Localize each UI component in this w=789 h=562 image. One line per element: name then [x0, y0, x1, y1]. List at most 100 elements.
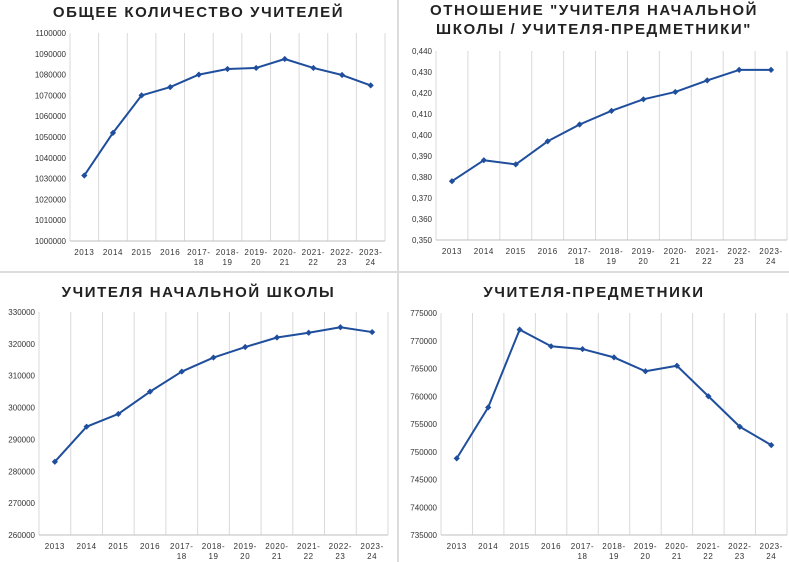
- y-tick-label: 1100000: [35, 29, 66, 38]
- data-point: [210, 354, 217, 361]
- chart-title: ОБЩЕЕ КОЛИЧЕСТВО УЧИТЕЛЕЙ: [53, 3, 344, 21]
- y-tick-label: 0,400: [412, 131, 433, 140]
- x-tick-label: 2021-22: [297, 542, 320, 561]
- data-point: [369, 328, 376, 336]
- x-tick-label: 2023-24: [359, 248, 382, 267]
- x-tick-label: 2015: [131, 248, 151, 257]
- y-tick-label: 0,370: [412, 194, 433, 203]
- y-tick-label: 0,440: [412, 47, 433, 56]
- x-tick-label: 2016: [140, 542, 160, 551]
- x-tick-label: 2021-22: [695, 247, 718, 266]
- data-point: [224, 65, 231, 73]
- y-tick-label: 735000: [410, 531, 437, 540]
- y-tick-label: 760000: [410, 392, 437, 401]
- x-tick-label: 2019-20: [634, 542, 657, 561]
- x-tick-label: 2014: [76, 542, 96, 551]
- x-tick-label: 2014: [474, 247, 494, 256]
- data-point: [736, 66, 743, 74]
- data-point: [167, 83, 174, 91]
- horizontal-separator: [0, 271, 789, 273]
- x-tick-label: 2020-21: [265, 542, 288, 561]
- y-tick-label: 1000000: [35, 237, 67, 246]
- y-tick-label: 745000: [410, 476, 437, 485]
- y-tick-label: 290000: [8, 435, 35, 444]
- x-tick-label: 2019-20: [233, 542, 256, 561]
- y-tick-label: 330000: [8, 308, 35, 317]
- y-tick-label: 750000: [410, 448, 437, 457]
- y-tick-label: 740000: [410, 503, 437, 512]
- y-tick-label: 0,420: [412, 89, 433, 98]
- y-tick-label: 1030000: [35, 175, 67, 184]
- x-tick-label: 2017-18: [571, 542, 594, 561]
- chart-title: ШКОЛЫ / УЧИТЕЛЯ-ПРЕДМЕТНИКИ": [436, 21, 752, 38]
- data-point: [253, 64, 260, 72]
- x-tick-label: 2020-21: [273, 248, 296, 267]
- chart-title: УЧИТЕЛЯ-ПРЕДМЕТНИКИ: [483, 284, 704, 301]
- y-tick-label: 755000: [410, 420, 437, 429]
- y-tick-label: 1050000: [35, 133, 67, 142]
- data-point: [109, 129, 117, 136]
- y-tick-label: 0,380: [412, 173, 433, 182]
- x-tick-label: 2017-18: [187, 248, 210, 267]
- y-tick-label: 770000: [410, 337, 437, 346]
- data-point: [310, 64, 317, 72]
- x-tick-label: 2015: [108, 542, 128, 551]
- y-tick-label: 1020000: [35, 195, 67, 204]
- x-tick-label: 2018-19: [216, 248, 239, 267]
- x-tick-label: 2015: [506, 247, 526, 256]
- x-tick-label: 2017-18: [170, 542, 193, 561]
- chart-title: ОТНОШЕНИЕ "УЧИТЕЛЯ НАЧАЛЬНОЙ: [430, 1, 758, 19]
- y-tick-label: 270000: [8, 499, 35, 508]
- data-point: [640, 96, 647, 103]
- x-tick-label: 2023-24: [360, 542, 383, 561]
- data-point: [579, 345, 586, 353]
- x-tick-label: 2014: [103, 248, 123, 257]
- x-tick-label: 2013: [442, 247, 462, 256]
- data-point: [195, 71, 202, 78]
- x-tick-label: 2019-20: [632, 247, 655, 266]
- x-tick-label: 2023-24: [760, 542, 783, 561]
- x-tick-label: 2021-22: [302, 248, 325, 267]
- data-point: [146, 388, 154, 395]
- y-tick-label: 0,410: [412, 110, 433, 119]
- x-tick-label: 2015: [510, 542, 530, 551]
- y-tick-label: 1080000: [35, 71, 67, 80]
- x-tick-label: 2022-23: [728, 542, 751, 561]
- y-tick-label: 300000: [8, 404, 35, 413]
- chart-primary-teachers-svg: УЧИТЕЛЯ НАЧАЛЬНОЙ ШКОЛЫ 260000 270000 28000…: [8, 283, 389, 561]
- chart-title: УЧИТЕЛЯ НАЧАЛЬНОЙ ШКОЛЫ: [62, 283, 336, 301]
- chart-subject-teachers: УЧИТЕЛЯ-ПРЕДМЕТНИКИ 735000 740000 745000 750…: [399, 273, 789, 562]
- x-tick-label: 2020-21: [665, 542, 688, 561]
- x-tick-label: 2022-23: [330, 248, 353, 267]
- data-point: [305, 329, 312, 336]
- chart-total-teachers-svg: ОБЩЕЕ КОЛИЧЕСТВО УЧИТЕЛЕЙ 1000000 1010000 1…: [35, 3, 386, 267]
- data-point: [610, 354, 618, 361]
- y-tick-label: 320000: [8, 340, 35, 349]
- x-tick-label: 2016: [538, 247, 558, 256]
- x-tick-label: 2018-19: [202, 542, 225, 561]
- y-tick-label: 0,350: [412, 236, 433, 245]
- y-tick-label: 1090000: [35, 50, 67, 59]
- y-tick-label: 1070000: [35, 91, 67, 100]
- y-tick-label: 310000: [8, 372, 35, 381]
- data-point: [242, 343, 249, 351]
- data-point: [608, 107, 615, 114]
- x-tick-label: 2013: [74, 248, 94, 257]
- data-point: [767, 66, 775, 74]
- x-tick-label: 2019-20: [244, 248, 267, 267]
- chart-primary-teachers: УЧИТЕЛЯ НАЧАЛЬНОЙ ШКОЛЫ 260000 270000 28000…: [0, 273, 397, 562]
- x-tick-label: 2018-19: [602, 542, 625, 561]
- x-tick-label: 2016: [160, 248, 180, 257]
- x-tick-label: 2016: [541, 542, 561, 551]
- vertical-separator: [397, 0, 399, 562]
- x-tick-label: 2018-19: [600, 247, 623, 266]
- chart-ratio: ОТНОШЕНИЕ "УЧИТЕЛЯ НАЧАЛЬНОЙ ШКОЛЫ / УЧИТ…: [399, 0, 789, 271]
- data-point: [281, 55, 288, 63]
- data-point: [576, 121, 583, 128]
- data-point: [367, 82, 374, 89]
- y-tick-label: 0,390: [412, 152, 433, 161]
- y-tick-label: 280000: [8, 467, 35, 476]
- y-tick-label: 1010000: [35, 216, 67, 225]
- chart-ratio-svg: ОТНОШЕНИЕ "УЧИТЕЛЯ НАЧАЛЬНОЙ ШКОЛЫ / УЧИТ…: [412, 1, 788, 266]
- x-tick-label: 2017-18: [568, 247, 591, 266]
